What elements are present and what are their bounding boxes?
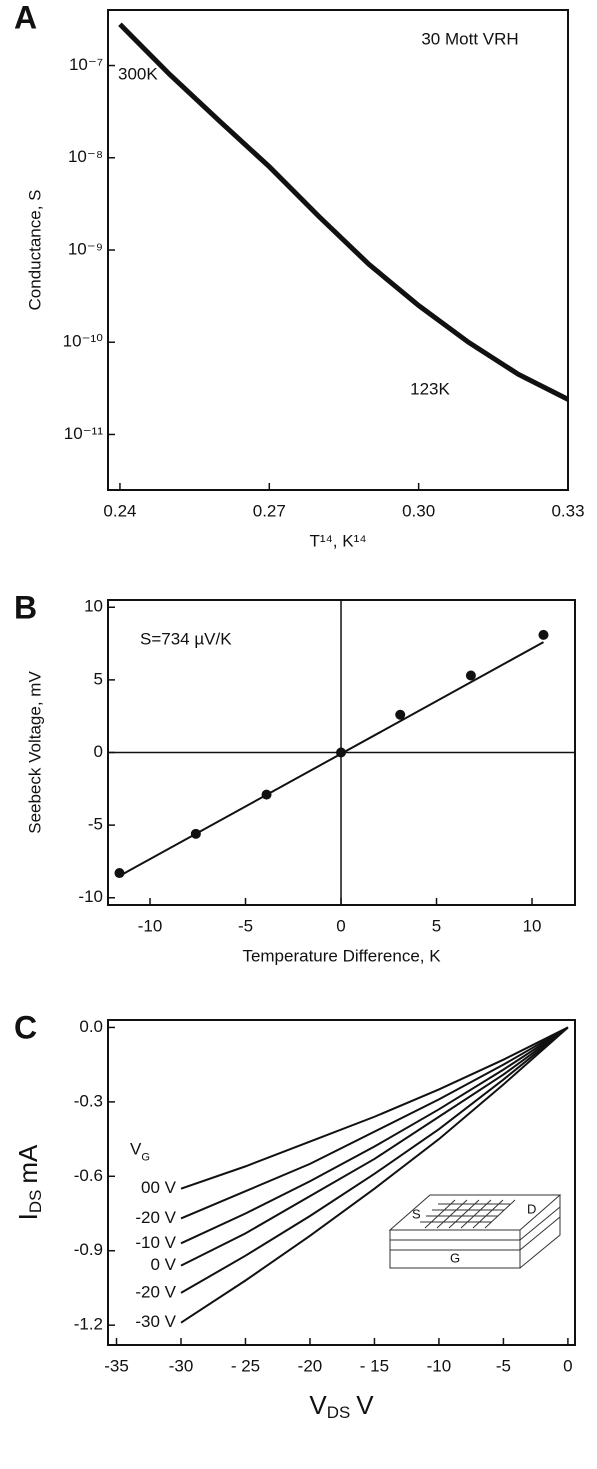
x-tick-label: -35	[104, 1356, 129, 1375]
inset-grid	[420, 1199, 516, 1229]
y-tick-label: -0.9	[74, 1240, 103, 1259]
data-line	[180, 1026, 569, 1190]
annotation: 300K	[118, 64, 158, 83]
x-tick-label: 10	[523, 916, 542, 935]
panel-label: A	[14, 0, 37, 35]
label-main: I	[13, 1213, 43, 1220]
label-main: V	[309, 1390, 327, 1420]
x-tick-label: - 15	[360, 1356, 389, 1375]
label-unit: mA	[13, 1144, 43, 1184]
x-axis-label: VDS V	[309, 1390, 374, 1423]
inset-layer	[519, 1216, 561, 1251]
legend-label: -30 V	[135, 1312, 176, 1331]
plot-frame	[107, 1019, 576, 1346]
y-tick-label: 10⁻⁷	[69, 55, 103, 74]
x-axis-label: T¹⁴, K¹⁴	[309, 531, 366, 550]
x-axis-label: Temperature Difference, K	[242, 946, 441, 965]
y-tick-label: -1.2	[74, 1315, 103, 1334]
x-tick-label: 0	[563, 1356, 572, 1375]
x-tick-label: 0.30	[402, 501, 435, 520]
x-tick-label: -10	[427, 1356, 452, 1375]
data-point	[395, 709, 406, 720]
y-axis-label: IDS mA	[13, 1144, 46, 1220]
legend-label: -10 V	[135, 1233, 176, 1252]
y-tick-label: 5	[94, 669, 103, 688]
x-tick-label: -20	[298, 1356, 323, 1375]
fit-line	[118, 641, 544, 877]
data-line	[180, 1026, 569, 1267]
data-line	[118, 22, 570, 402]
annotation: 30 Mott VRH	[421, 29, 518, 48]
data-line	[180, 1026, 569, 1324]
y-axis-label: Seebeck Voltage, mV	[25, 671, 44, 834]
inset-label: D	[527, 1201, 536, 1216]
inset-front	[389, 1230, 521, 1269]
data-point	[261, 789, 272, 800]
y-tick-label: -5	[88, 815, 103, 834]
label-sub: DS	[327, 1403, 350, 1422]
y-tick-label: -10	[78, 887, 103, 906]
data-point	[190, 828, 201, 839]
data-point	[114, 868, 125, 879]
y-tick-label: -0.3	[74, 1091, 103, 1110]
inset-side	[519, 1195, 561, 1269]
y-tick-label: 10⁻⁸	[68, 147, 103, 166]
device-inset: S D G	[388, 1194, 562, 1269]
y-tick-label: 10⁻⁹	[68, 239, 103, 258]
label-sub: DS	[26, 1190, 45, 1213]
data-point	[336, 747, 347, 758]
legend-label: 0 V	[150, 1255, 176, 1274]
y-tick-label: 10⁻¹⁰	[63, 332, 104, 351]
data-point	[538, 629, 549, 640]
inset-label: S	[412, 1206, 421, 1221]
x-tick-label: -10	[138, 916, 163, 935]
panel-label: C	[14, 1009, 37, 1045]
x-tick-label: -5	[238, 916, 253, 935]
annotation: 123K	[410, 379, 450, 398]
x-tick-label: - 25	[231, 1356, 260, 1375]
data-point	[465, 670, 476, 681]
y-tick-label: 0.0	[79, 1017, 103, 1036]
x-tick-label: 5	[432, 916, 441, 935]
label-sub: G	[141, 1152, 150, 1164]
legend-title: VG	[130, 1140, 150, 1163]
y-tick-label: -0.6	[74, 1166, 103, 1185]
y-tick-label: 0	[94, 742, 103, 761]
legend-label: 00 V	[141, 1178, 177, 1197]
y-axis-label: Conductance, S	[25, 190, 44, 311]
data-line	[180, 1026, 569, 1294]
x-tick-label: 0.24	[103, 501, 136, 520]
x-tick-label: 0	[336, 916, 345, 935]
annotation: S=734 µV/K	[140, 629, 232, 648]
x-tick-label: 0.27	[253, 501, 286, 520]
x-tick-label: -30	[169, 1356, 194, 1375]
inset-label: G	[450, 1250, 460, 1265]
inset-layer	[519, 1206, 561, 1241]
legend-label: -20 V	[135, 1282, 176, 1301]
label-unit: V	[356, 1390, 374, 1420]
x-tick-label: -5	[496, 1356, 511, 1375]
panel-label: B	[14, 589, 37, 625]
label-main: V	[130, 1140, 142, 1159]
x-tick-label: 0.33	[551, 501, 584, 520]
data-line	[180, 1026, 569, 1220]
legend-label: -20 V	[135, 1208, 176, 1227]
data-line	[180, 1026, 569, 1245]
y-tick-label: 10⁻¹¹	[64, 424, 104, 443]
y-tick-label: 10	[84, 597, 103, 616]
